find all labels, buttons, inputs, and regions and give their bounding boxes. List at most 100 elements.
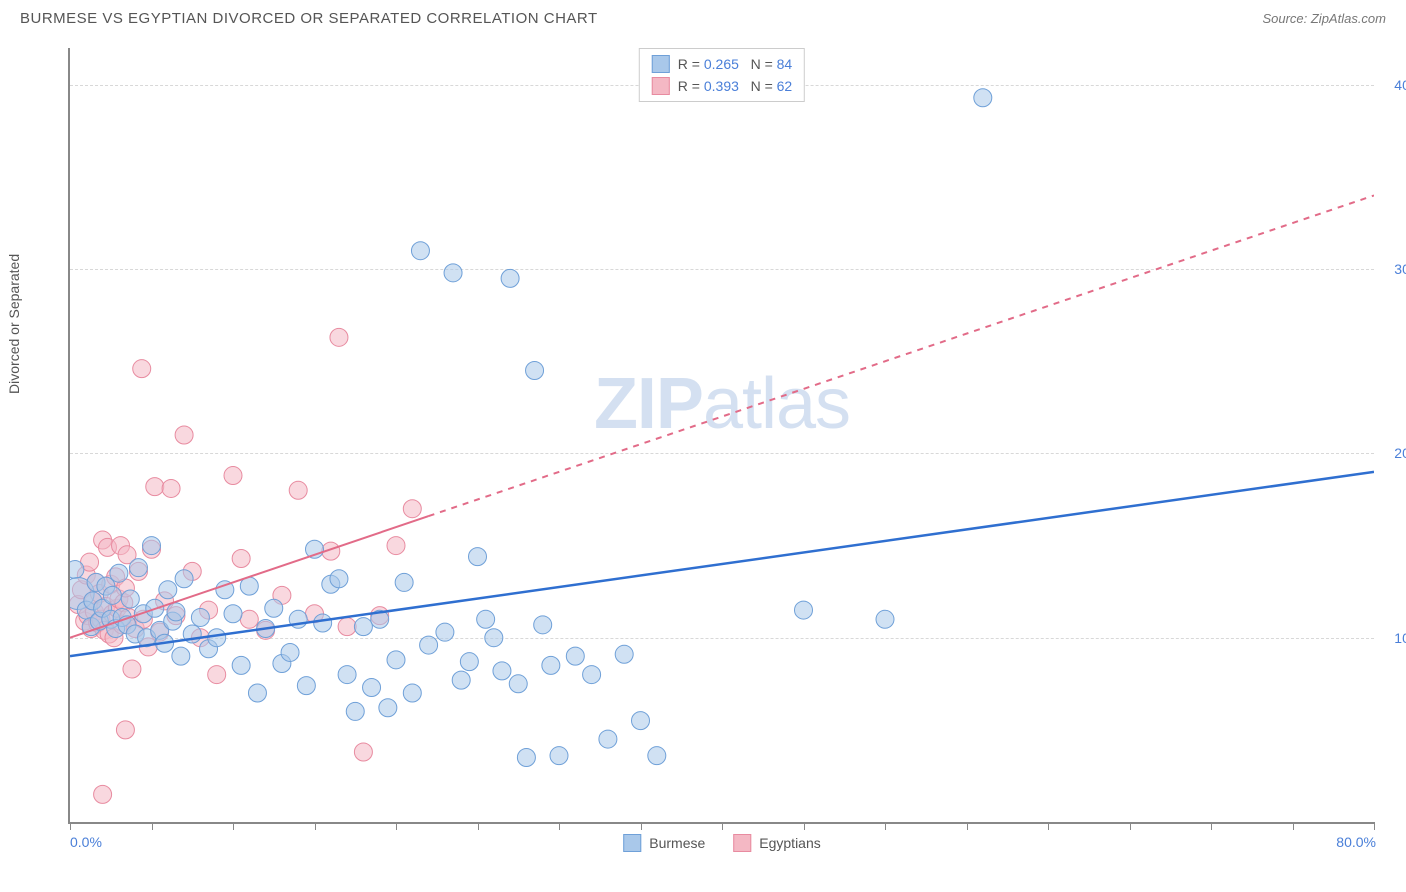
legend-label: Egyptians (759, 835, 820, 851)
y-axis-label: Divorced or Separated (6, 254, 22, 394)
data-point (411, 242, 429, 260)
data-point (566, 647, 584, 665)
data-point (403, 500, 421, 518)
data-point (632, 712, 650, 730)
data-point (175, 570, 193, 588)
data-point (281, 643, 299, 661)
x-tick (396, 822, 397, 830)
data-point (191, 608, 209, 626)
source-prefix: Source: (1262, 11, 1310, 26)
stats-text: R = 0.393 N = 62 (678, 78, 792, 94)
x-tick (70, 822, 71, 830)
data-point (615, 645, 633, 663)
data-point (70, 561, 84, 579)
data-point (338, 618, 356, 636)
data-point (517, 749, 535, 767)
data-point (354, 743, 372, 761)
data-point (240, 610, 258, 628)
data-point (876, 610, 894, 628)
stats-legend: R = 0.265 N = 84 R = 0.393 N = 62 (639, 48, 805, 102)
data-point (379, 699, 397, 717)
data-point (354, 618, 372, 636)
data-point (248, 684, 266, 702)
data-point (208, 629, 226, 647)
data-point (599, 730, 617, 748)
legend-swatch (623, 834, 641, 852)
data-point (534, 616, 552, 634)
data-point (143, 537, 161, 555)
x-tick (152, 822, 153, 830)
data-point (501, 269, 519, 287)
x-tick (885, 822, 886, 830)
data-point (224, 467, 242, 485)
data-point (232, 656, 250, 674)
x-tick (641, 822, 642, 830)
legend-swatch (733, 834, 751, 852)
legend-item: Egyptians (733, 834, 820, 852)
data-point (159, 581, 177, 599)
data-point (509, 675, 527, 693)
data-point (175, 426, 193, 444)
data-point (121, 590, 139, 608)
y-tick-label: 30.0% (1384, 261, 1406, 277)
data-point (477, 610, 495, 628)
data-point (387, 651, 405, 669)
data-point (420, 636, 438, 654)
data-point (265, 599, 283, 617)
data-point (452, 671, 470, 689)
data-point (469, 548, 487, 566)
x-tick (1048, 822, 1049, 830)
legend-label: Burmese (649, 835, 705, 851)
data-point (330, 328, 348, 346)
data-point (94, 785, 112, 803)
data-point (460, 653, 478, 671)
x-tick-label: 80.0% (1336, 834, 1376, 850)
data-point (162, 479, 180, 497)
data-point (346, 702, 364, 720)
stats-legend-row: R = 0.265 N = 84 (652, 53, 792, 75)
data-point (289, 481, 307, 499)
data-point (583, 666, 601, 684)
series-legend: Burmese Egyptians (623, 834, 821, 852)
data-point (974, 89, 992, 107)
data-point (795, 601, 813, 619)
data-point (363, 678, 381, 696)
x-tick (233, 822, 234, 830)
regression-line (70, 472, 1374, 656)
data-point (542, 656, 560, 674)
x-tick (722, 822, 723, 830)
x-tick (1130, 822, 1131, 830)
data-point (129, 559, 147, 577)
data-point (436, 623, 454, 641)
legend-item: Burmese (623, 834, 705, 852)
plot-svg (70, 48, 1374, 822)
data-point (395, 573, 413, 591)
data-point (167, 603, 185, 621)
regression-line-dashed (429, 195, 1374, 516)
x-tick-label: 0.0% (70, 834, 102, 850)
x-tick (1374, 822, 1375, 830)
x-tick (1293, 822, 1294, 830)
y-tick-label: 20.0% (1384, 445, 1406, 461)
data-point (146, 478, 164, 496)
x-tick (478, 822, 479, 830)
data-point (172, 647, 190, 665)
data-point (493, 662, 511, 680)
data-point (208, 666, 226, 684)
data-point (110, 564, 128, 582)
x-tick (1211, 822, 1212, 830)
x-tick (315, 822, 316, 830)
data-point (314, 614, 332, 632)
data-point (526, 362, 544, 380)
data-point (338, 666, 356, 684)
data-point (103, 586, 121, 604)
stats-text: R = 0.265 N = 84 (678, 56, 792, 72)
data-point (133, 360, 151, 378)
data-point (444, 264, 462, 282)
y-tick-label: 40.0% (1384, 77, 1406, 93)
plot-area: ZIPatlas R = 0.265 N = 84R = 0.393 N = 6… (68, 48, 1374, 824)
data-point (485, 629, 503, 647)
x-tick (967, 822, 968, 830)
chart-title: BURMESE VS EGYPTIAN DIVORCED OR SEPARATE… (20, 10, 598, 27)
data-point (330, 570, 348, 588)
